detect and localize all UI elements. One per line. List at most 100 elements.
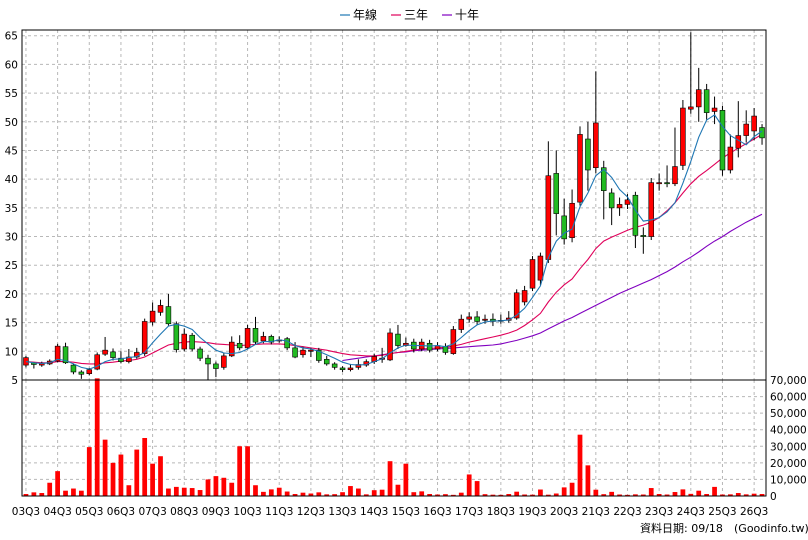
x-tick-label: 15Q3 <box>392 506 420 518</box>
volume-bar <box>221 477 227 496</box>
candle <box>331 362 338 370</box>
candle <box>608 188 615 226</box>
candle-body <box>308 349 314 352</box>
candle <box>23 355 29 368</box>
candle-body <box>110 351 116 358</box>
x-tick-label: 21Q3 <box>582 506 610 518</box>
price-tick-label: 65 <box>5 31 18 43</box>
candle <box>221 352 227 370</box>
volume-bar <box>640 494 646 496</box>
candle <box>695 67 702 122</box>
candle-body <box>387 332 393 361</box>
candle <box>632 191 639 249</box>
candle-body <box>521 290 528 303</box>
candle <box>149 302 156 326</box>
candle <box>363 359 370 367</box>
candle-body <box>513 292 520 319</box>
price-tick-label: 30 <box>5 232 18 244</box>
volume-bar <box>39 493 45 496</box>
candle <box>600 160 607 220</box>
volume-bar <box>47 482 53 496</box>
volume-bar <box>506 494 512 496</box>
volume-bar <box>245 446 250 496</box>
volume-bar <box>126 485 132 496</box>
candle-body <box>751 115 757 132</box>
candle-body <box>157 305 164 313</box>
volume-bar <box>625 494 630 496</box>
candle <box>141 318 148 356</box>
candle <box>719 105 726 176</box>
footer-source: (Goodinfo.tw) <box>734 522 808 535</box>
x-tick-label: 16Q3 <box>423 506 451 518</box>
candle <box>743 110 749 143</box>
volume-bar <box>633 494 638 496</box>
candle-body <box>466 316 472 320</box>
candle <box>545 141 552 263</box>
volume-tick-label: 20,000 <box>770 458 807 470</box>
candle-body <box>252 328 259 343</box>
volume-bar <box>71 488 76 496</box>
candle-body <box>149 310 156 323</box>
candlestick-series <box>23 32 765 380</box>
candle-body <box>672 166 678 185</box>
volume-bar <box>735 493 741 496</box>
candle-body <box>244 328 251 349</box>
candle-body <box>608 192 615 209</box>
candle-body <box>640 235 647 237</box>
volume-bar <box>63 490 68 496</box>
candle <box>236 335 243 351</box>
price-tick-label: 40 <box>5 174 18 186</box>
legend-label-1: 三年 <box>404 8 428 22</box>
volume-bar <box>427 494 432 496</box>
volume-bar <box>688 493 694 496</box>
candle <box>664 165 670 188</box>
price-tick-label: 50 <box>5 117 18 129</box>
candle <box>70 363 77 375</box>
volume-bar <box>530 494 535 496</box>
candle-body <box>284 338 290 349</box>
candle-body <box>181 333 188 350</box>
volume-bar <box>704 494 710 496</box>
x-tick-label: 08Q3 <box>170 506 198 518</box>
volume-bar <box>561 487 567 496</box>
ma-3y-path <box>25 133 763 365</box>
volume-bar <box>387 461 393 496</box>
volume-bar <box>94 378 100 496</box>
candle-body <box>331 363 338 368</box>
x-tick-label: 06Q3 <box>107 506 135 518</box>
volume-axis-labels: 0 10,000 20,000 30,000 40,000 50,000 60,000 70,… <box>770 375 807 503</box>
candle-body <box>695 89 702 108</box>
x-tick-label: 24Q3 <box>677 506 705 518</box>
candle-body <box>395 333 401 346</box>
volume-bar <box>601 494 607 496</box>
candle <box>110 348 116 361</box>
volume-bar <box>696 490 702 496</box>
candle-body <box>688 106 694 110</box>
volume-bar <box>158 456 163 496</box>
candle <box>323 355 330 366</box>
price-tick-label: 15 <box>5 318 18 330</box>
ma-year-line <box>25 114 763 370</box>
volume-bar <box>553 493 559 496</box>
x-tick-label: 12Q3 <box>297 506 325 518</box>
volume-bar <box>213 476 219 496</box>
volume-bars <box>23 378 765 496</box>
candle <box>244 324 251 350</box>
x-tick-label: 13Q3 <box>328 506 356 518</box>
candle-body <box>228 341 235 357</box>
plot-frames <box>21 29 767 497</box>
volume-bar <box>23 494 29 496</box>
candle-body <box>94 354 100 370</box>
volume-bar <box>379 489 385 496</box>
candle <box>506 311 512 323</box>
candle-body <box>197 348 203 359</box>
x-tick-label: 07Q3 <box>138 506 166 518</box>
price-tick-label: 5 <box>11 375 18 387</box>
volume-bar <box>110 462 116 496</box>
candle-body <box>323 359 330 365</box>
x-tick-label: 18Q3 <box>487 506 515 518</box>
candle <box>474 311 480 325</box>
ma-3y-line <box>25 133 763 365</box>
candle-body <box>300 349 306 356</box>
candle-body <box>236 342 243 349</box>
